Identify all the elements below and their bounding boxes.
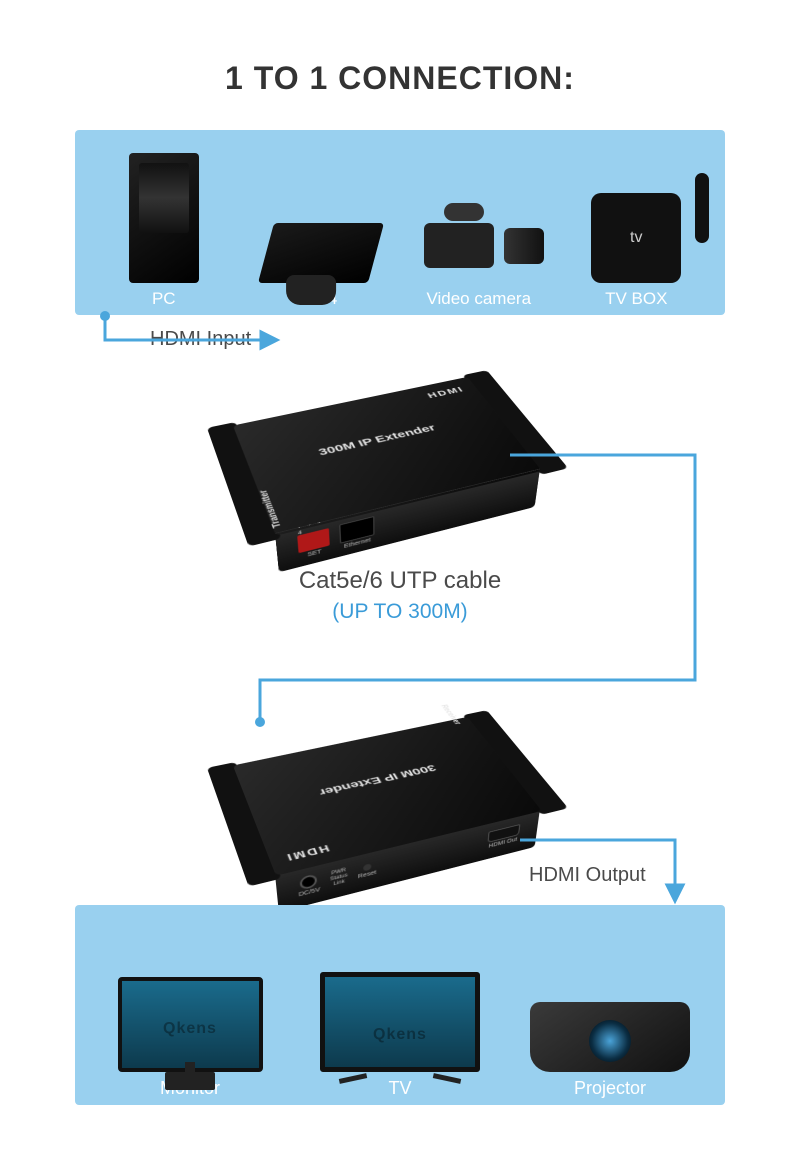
- device-label: TV: [388, 1078, 411, 1099]
- device-tvbox: tv TV BOX: [558, 193, 716, 309]
- extender-rx-label: Receiver: [439, 704, 463, 725]
- dip-switch-icon: [297, 528, 330, 553]
- tvbox-text: tv: [630, 229, 642, 247]
- projector-icon: [530, 1002, 690, 1072]
- device-camera: Video camera: [400, 203, 558, 309]
- extender-model-text: 300M IP Extender: [317, 422, 438, 457]
- hdmi-output-label: HDMI Output: [529, 864, 646, 887]
- device-label: Projector: [574, 1078, 646, 1099]
- hdmi-input-label: HDMI Input: [150, 328, 251, 351]
- tvbox-icon: tv: [591, 193, 681, 283]
- device-label: PC: [152, 289, 176, 309]
- watermark-text: Qkens: [163, 1020, 217, 1038]
- tv-icon: [320, 972, 480, 1072]
- extender-receiver: 300M IP Extender HDMI Receiver DC/5V PWR…: [233, 717, 542, 876]
- device-label: Video camera: [426, 289, 531, 309]
- pc-icon: [129, 153, 199, 283]
- device-pc: PC: [85, 153, 243, 309]
- ps4-icon: [258, 223, 384, 283]
- device-label: TV BOX: [605, 289, 667, 309]
- extender-transmitter: 300M IP Extender HDMI Transmitter SET Et…: [233, 377, 542, 536]
- extender-model-text: 300M IP Extender: [317, 762, 438, 797]
- page-title: 1 TO 1 CONNECTION:: [0, 0, 800, 127]
- cable-sub-label: (UP TO 300M): [0, 600, 800, 624]
- source-devices-panel: PC PS4 Video camera tv TV BOX: [75, 130, 725, 315]
- device-tv: Qkens TV: [295, 972, 505, 1099]
- extender-brand-text: HDMI: [426, 385, 466, 400]
- port-label: DC/5V: [298, 887, 320, 898]
- device-projector: Projector: [505, 1002, 715, 1099]
- device-monitor: Qkens Monitor: [85, 977, 295, 1099]
- cable-label: Cat5e/6 UTP cable: [0, 567, 800, 595]
- camera-icon: [414, 203, 544, 283]
- device-ps4: PS4: [243, 223, 401, 309]
- port-label: Reset: [358, 869, 376, 879]
- output-devices-panel: Qkens Monitor Qkens TV Projector: [75, 905, 725, 1105]
- watermark-text: Qkens: [373, 1026, 427, 1044]
